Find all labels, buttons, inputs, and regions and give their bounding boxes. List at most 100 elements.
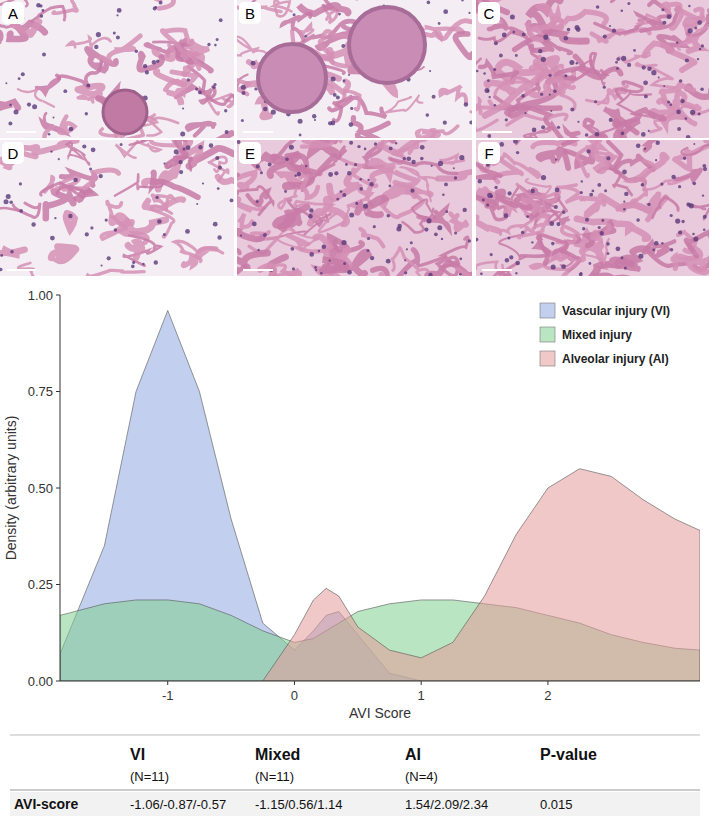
nucleus [152,60,156,64]
tissue-strand [162,30,199,69]
nucleus [553,90,557,94]
nucleus [309,208,313,212]
nucleus [373,225,376,228]
nucleus [502,33,507,38]
nucleus [521,231,525,235]
tissue-strand [302,175,318,198]
nucleus [309,252,314,257]
nucleus [656,141,660,145]
panel-label-box [239,2,261,24]
nucleus [107,256,111,260]
tissue-strand [652,197,678,218]
nucleus [658,76,660,78]
tissue-strand [678,26,707,50]
tissue-strand [675,92,699,108]
nucleus [541,125,545,129]
nucleus [459,155,464,160]
nucleus [577,121,579,123]
nucleus [364,148,367,151]
nucleus [556,222,560,226]
table-row-background [10,792,700,816]
tissue-strand [309,140,341,145]
nucleus [214,44,217,47]
table-count: (N=4) [405,769,438,784]
tissue-strand [420,237,468,266]
nucleus [489,96,491,98]
nucleus [357,145,360,148]
table-cell: 1.54/2.09/2.34 [405,797,488,812]
nucleus [219,18,223,22]
tissue-strand [156,71,185,104]
nucleus [308,214,312,218]
tissue-strand [528,0,586,41]
scale-bar [6,131,36,133]
nucleus [581,180,583,182]
nucleus [616,57,620,61]
nucleus [155,6,158,9]
tissue-strand [298,24,313,38]
nucleus [155,196,158,199]
tissue-strand [139,0,173,8]
nucleus [698,113,701,116]
tissue-strand [597,0,617,2]
nucleus [702,194,704,196]
nucleus [585,218,589,222]
table-header: P-value [540,746,597,763]
nucleus [50,150,52,152]
tissue-strand [51,247,76,261]
panel-background [0,0,234,138]
tissue-strand [145,199,183,209]
nucleus [163,163,165,165]
tissue-strand [471,112,472,122]
y-tick-label: 0.75 [28,384,53,399]
nucleus [683,157,686,160]
nucleus [636,218,640,222]
nucleus [48,133,51,136]
nucleus [263,233,267,237]
nucleus [328,172,333,177]
nucleus [410,241,413,244]
tissue-strand [206,133,234,138]
y-tick [56,584,60,585]
areas [60,310,700,681]
legend-label: Alveolar injury (AI) [562,352,669,366]
y-tick-label: 1.00 [28,288,53,303]
panel-label-box [478,2,500,24]
nucleus [355,202,358,205]
nucleus [94,45,98,49]
nucleus [0,268,3,272]
nucleus [114,228,118,232]
nucleus [678,185,681,188]
nucleus [499,142,504,147]
nucleus [427,218,432,223]
nucleus [679,79,683,83]
scale-bar [482,131,512,133]
tissue-strand [584,198,604,215]
nucleus [8,121,12,125]
nucleus [257,249,259,251]
tissue-strand [595,20,643,34]
nucleus [40,14,44,18]
tissue-strand [66,142,90,164]
nucleus [623,208,626,211]
nucleus [438,22,441,25]
nucleus [647,66,652,71]
nucleus [242,91,246,95]
nucleus [606,242,610,246]
nucleus [554,205,558,209]
nucleus [569,60,574,65]
nucleus [225,130,229,134]
nucleus [156,60,159,63]
nucleus [347,171,352,176]
nucleus [369,182,373,186]
nucleus [10,250,14,254]
nucleus [443,9,448,14]
tissue-strand [124,236,161,266]
vessel [349,7,425,83]
tissue-strand [586,95,608,105]
nucleus [349,213,354,218]
nucleus [183,148,186,151]
nucleus [623,201,625,203]
nucleus [19,182,22,185]
tissue-strand [343,160,377,187]
